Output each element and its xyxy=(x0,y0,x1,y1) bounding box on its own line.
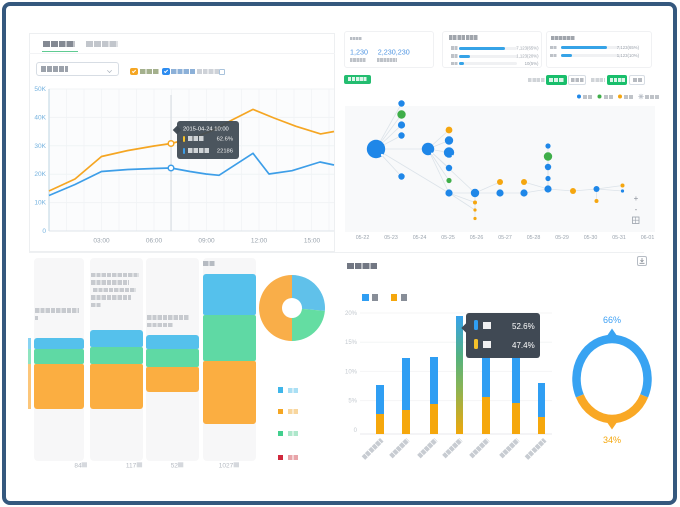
svg-text:2,230,230: 2,230,230 xyxy=(377,48,409,57)
svg-text:62.6%: 62.6% xyxy=(216,137,232,143)
svg-text:117: 117 xyxy=(126,463,137,470)
svg-text:05-25: 05-25 xyxy=(441,235,455,241)
svg-text:5%: 5% xyxy=(348,399,357,405)
svg-text:05-28: 05-28 xyxy=(527,235,541,241)
svg-text:52.6%: 52.6% xyxy=(512,322,535,331)
svg-text:34%: 34% xyxy=(603,435,621,445)
svg-text:40K: 40K xyxy=(34,114,46,121)
svg-text:0: 0 xyxy=(354,428,358,434)
svg-text:1,230: 1,230 xyxy=(350,48,368,57)
svg-text:84: 84 xyxy=(74,463,82,470)
svg-text:47.4%: 47.4% xyxy=(512,341,535,350)
svg-text:06-01: 06-01 xyxy=(641,235,655,241)
svg-text:05-24: 05-24 xyxy=(413,235,427,241)
svg-text:7,123(65%): 7,123(65%) xyxy=(516,46,539,51)
svg-text:12:00: 12:00 xyxy=(251,238,268,245)
svg-text:05-31: 05-31 xyxy=(612,235,626,241)
svg-text:09:00: 09:00 xyxy=(198,238,215,245)
svg-text:1027: 1027 xyxy=(219,463,234,470)
svg-text:-: - xyxy=(635,205,638,214)
svg-text:52: 52 xyxy=(171,463,179,470)
svg-text:1,123(10%): 1,123(10%) xyxy=(617,53,640,58)
svg-text:2015-04-24 10:00: 2015-04-24 10:00 xyxy=(183,127,229,133)
svg-text:15%: 15% xyxy=(345,340,358,346)
svg-text:10K: 10K xyxy=(34,200,46,207)
svg-text:50K: 50K xyxy=(34,86,46,93)
svg-text:22186: 22186 xyxy=(216,149,232,155)
svg-text:05-30: 05-30 xyxy=(584,235,598,241)
svg-text:30K: 30K xyxy=(34,143,46,150)
svg-text:1,123(20%): 1,123(20%) xyxy=(516,54,539,59)
svg-text:06:00: 06:00 xyxy=(146,238,163,245)
svg-text:10(5%): 10(5%) xyxy=(525,61,539,66)
svg-text:05-29: 05-29 xyxy=(555,235,569,241)
svg-text:+: + xyxy=(634,194,639,203)
svg-text:05-27: 05-27 xyxy=(498,235,512,241)
svg-text:03:00: 03:00 xyxy=(93,238,110,245)
svg-text:66%: 66% xyxy=(603,315,621,325)
svg-text:10%: 10% xyxy=(345,369,358,375)
svg-text:20%: 20% xyxy=(345,311,358,317)
svg-text:7,123(65%): 7,123(65%) xyxy=(617,45,640,50)
svg-text:05-23: 05-23 xyxy=(384,235,398,241)
svg-text:15:00: 15:00 xyxy=(304,238,321,245)
svg-text:20K: 20K xyxy=(34,171,46,178)
svg-text:05-22: 05-22 xyxy=(356,235,370,241)
svg-text:05-26: 05-26 xyxy=(470,235,484,241)
svg-text:0: 0 xyxy=(42,228,46,235)
